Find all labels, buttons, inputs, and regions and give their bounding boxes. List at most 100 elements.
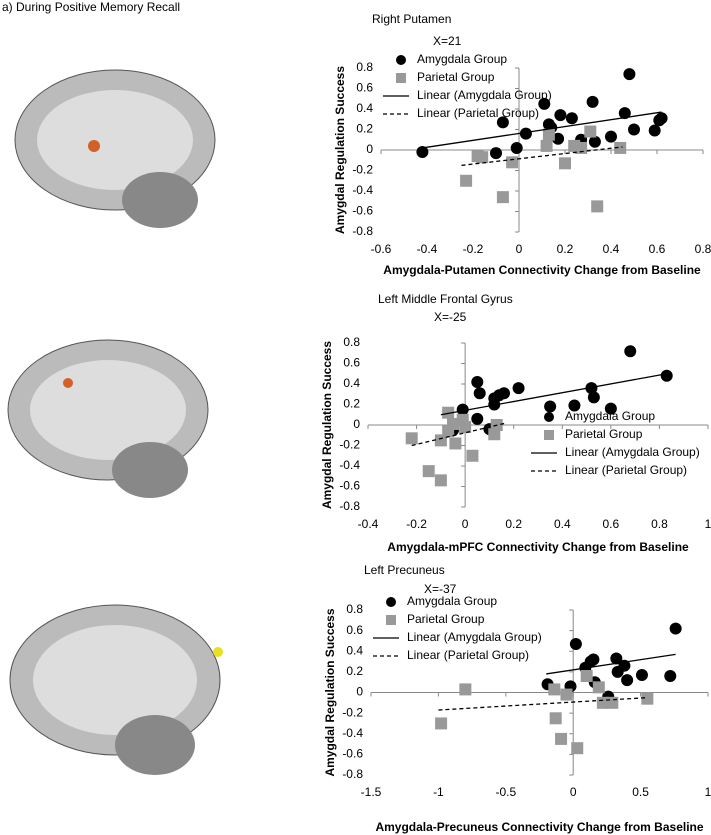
legend-marker	[386, 615, 396, 625]
point	[471, 375, 484, 388]
legend-marker	[386, 597, 396, 607]
x-tick-label: -0.2	[406, 517, 427, 531]
brain-image	[9, 604, 223, 775]
y-tick-label: -0.4	[352, 183, 373, 197]
point	[549, 712, 562, 725]
x-tick-label: 0.2	[505, 517, 522, 531]
point	[628, 123, 640, 136]
point	[552, 132, 565, 145]
x-tick-label: -1	[433, 785, 444, 799]
y-tick-label: 0	[356, 685, 363, 699]
chart-subtitle: X=21	[433, 34, 462, 48]
x-tick-label: -0.2	[463, 242, 484, 256]
y-tick-label: -0.8	[342, 767, 363, 781]
point	[587, 391, 600, 404]
y-tick-label: 0.2	[346, 664, 363, 678]
point	[624, 345, 637, 358]
point	[606, 696, 619, 709]
y-tick-label: -0.2	[339, 438, 360, 452]
point	[442, 406, 455, 419]
x-tick-label: 0.5	[632, 785, 649, 799]
x-tick-label: 0	[570, 785, 577, 799]
legend-label: Amygdala Group	[407, 594, 497, 608]
point	[512, 382, 525, 395]
point	[635, 668, 648, 681]
point	[604, 402, 617, 415]
y-tick-label: 0.8	[346, 602, 363, 616]
point	[544, 400, 557, 413]
panel-label: a) During Positive Memory Recall	[2, 0, 180, 14]
point	[554, 109, 567, 122]
point	[648, 124, 661, 137]
point	[559, 157, 571, 170]
x-tick-label: 0.8	[651, 517, 668, 531]
point	[565, 112, 578, 125]
point	[584, 125, 597, 138]
x-tick-label: 1	[705, 517, 711, 531]
point	[498, 387, 510, 400]
x-tick-label: 0.6	[649, 242, 666, 256]
point	[605, 130, 617, 143]
point	[422, 465, 435, 478]
legend-marker	[544, 412, 554, 422]
point	[434, 434, 447, 447]
point	[519, 127, 532, 140]
point	[623, 68, 636, 81]
point	[540, 139, 553, 152]
point	[488, 428, 501, 441]
fit-line	[411, 422, 507, 447]
point	[538, 97, 551, 110]
y-tick-label: 0.4	[346, 643, 363, 657]
y-tick-label: -0.8	[339, 499, 360, 513]
point	[449, 437, 462, 450]
y-tick-label: -0.2	[352, 163, 373, 177]
point	[591, 200, 604, 213]
point	[405, 432, 418, 445]
x-tick-label: -0.4	[358, 517, 379, 531]
fit-line	[546, 653, 676, 675]
x-tick-label: 0.6	[603, 517, 620, 531]
legend-marker	[544, 430, 554, 440]
point	[416, 146, 429, 159]
point	[435, 717, 448, 730]
point	[588, 135, 601, 148]
fit-line	[422, 111, 662, 149]
y-tick-label: -0.6	[352, 204, 373, 218]
point	[569, 638, 582, 651]
point	[669, 622, 682, 635]
point	[586, 95, 599, 108]
y-tick-label: 0	[366, 142, 373, 156]
brain-image	[14, 69, 216, 228]
y-tick-label: 0.4	[356, 101, 373, 115]
x-tick-label: -0.6	[371, 242, 392, 256]
chart-title: Left Precuneus	[364, 563, 445, 577]
point	[592, 681, 605, 694]
legend-label: Linear (Parietal Group)	[565, 463, 687, 477]
point	[496, 191, 509, 204]
legend-label: Amygdala Group	[565, 409, 655, 423]
x-tick-label: 0.8	[695, 242, 711, 256]
point	[614, 141, 627, 154]
y-tick-label: 0	[353, 417, 360, 431]
x-tick-label: 0	[462, 517, 469, 531]
chart-subtitle: X=-25	[434, 310, 467, 324]
point	[555, 732, 568, 745]
point	[585, 382, 598, 395]
y-tick-label: 0.2	[356, 122, 373, 136]
point	[621, 674, 634, 687]
y-axis-label: Amygdal Regulation Success	[320, 341, 334, 509]
chart-title: Left Middle Frontal Gyrus	[378, 292, 513, 306]
point	[660, 369, 673, 382]
point	[471, 412, 484, 425]
legend-label: Linear (Parietal Group)	[417, 106, 539, 120]
x-tick-label: -1.5	[361, 785, 382, 799]
y-tick-label: 0.6	[343, 356, 360, 370]
chart-subtitle: X=-37	[424, 582, 457, 596]
y-tick-label: -0.4	[342, 726, 363, 740]
point	[476, 151, 489, 164]
point	[596, 696, 609, 709]
point	[473, 387, 486, 400]
legend-marker	[396, 55, 406, 65]
y-tick-label: 0.6	[356, 81, 373, 95]
